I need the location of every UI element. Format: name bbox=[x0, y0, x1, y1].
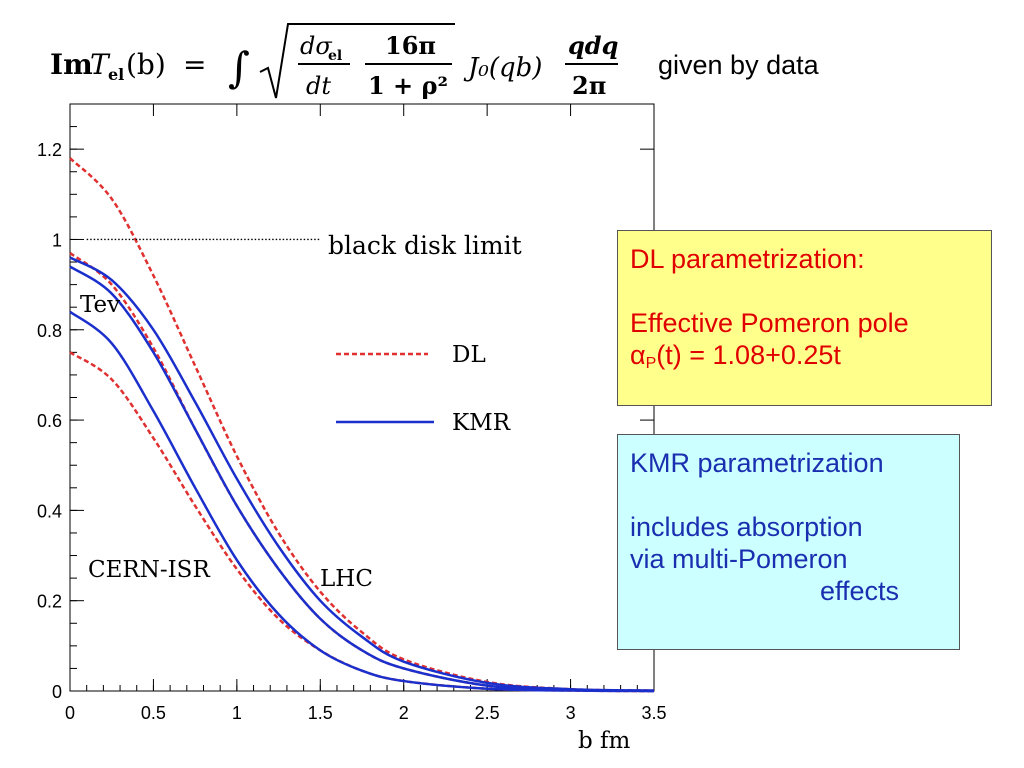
formula-integral: ∫ bbox=[228, 43, 250, 92]
series-layer bbox=[69, 157, 655, 693]
kmr-box-line4: effects bbox=[820, 576, 900, 606]
formula-note: given by data bbox=[658, 50, 819, 80]
label-cern-isr: CERN-ISR bbox=[88, 557, 210, 583]
kmr-box-title: KMR parametrization bbox=[630, 448, 884, 478]
x-tick-label: 2.5 bbox=[475, 703, 500, 723]
frac2-num: 16π bbox=[385, 31, 436, 60]
alpha-symbol: α bbox=[630, 340, 646, 370]
x-tick-label: 1.5 bbox=[308, 703, 333, 723]
y-tick-label: 0.6 bbox=[37, 411, 62, 431]
x-tick-label: 3.5 bbox=[641, 703, 666, 723]
dl-formula-rest: (t) = 1.08+0.25t bbox=[656, 340, 841, 370]
y-tick-label: 0.2 bbox=[37, 592, 62, 612]
frac2-den: 1 + ρ² bbox=[368, 71, 448, 100]
frac1-num-sub: el bbox=[328, 48, 342, 64]
series-dl-cern-isr bbox=[69, 351, 655, 693]
formula-equals: = bbox=[183, 48, 206, 81]
x-tick-label: 1 bbox=[232, 703, 242, 723]
y-tick-label: 1 bbox=[52, 230, 62, 250]
dl-parametrization-box: DL parametrization: Effective Pomeron po… bbox=[617, 230, 992, 406]
black-disk-reference: black disk limit bbox=[86, 231, 522, 260]
formula: Im T el (b) = ∫ dσ el dt 16π 1 + ρ² J₀(q… bbox=[50, 23, 618, 100]
x-tick-label: 2 bbox=[399, 703, 409, 723]
legend-kmr-label: KMR bbox=[452, 410, 511, 436]
formula-t-sub: el bbox=[108, 65, 124, 84]
label-tev: Tev bbox=[80, 292, 120, 318]
axes: 0 0.5 1 1.5 2 2.5 3 3.5 0 0.2 0.4 0.6 0.8 1 1.2 bbox=[37, 103, 667, 723]
frac3-den: 2π bbox=[572, 71, 606, 100]
formula-im: Im bbox=[50, 48, 93, 81]
dl-box-title: DL parametrization: bbox=[630, 244, 865, 274]
y-tick-label: 0.8 bbox=[37, 321, 62, 341]
kmr-parametrization-box: KMR parametrization includes absorption … bbox=[617, 434, 960, 650]
series-kmr-lhc bbox=[69, 256, 655, 692]
dl-box-formula: αP(t) = 1.08+0.25t bbox=[630, 339, 979, 380]
formula-arg: (b) bbox=[126, 48, 166, 81]
label-lhc: LHC bbox=[320, 566, 373, 592]
legend-dl-label: DL bbox=[452, 342, 486, 368]
series-kmr-tev bbox=[69, 265, 655, 693]
y-tick-label: 0 bbox=[52, 682, 62, 702]
formula-t: T bbox=[90, 48, 111, 81]
legend: DL KMR bbox=[336, 342, 511, 436]
y-tick-label: 1.2 bbox=[37, 140, 62, 160]
frac1-den: dt bbox=[306, 72, 331, 100]
frac1-num: dσ bbox=[300, 32, 332, 60]
frac3-num: qdq bbox=[568, 31, 618, 60]
series-dl-lhc bbox=[69, 157, 655, 692]
kmr-box-line2: includes absorption bbox=[630, 512, 863, 542]
plot-frame bbox=[69, 103, 655, 692]
kmr-box-line3: via multi-Pomeron bbox=[630, 544, 848, 574]
formula-bessel: J₀(qb) bbox=[463, 53, 542, 83]
alpha-subscript: P bbox=[645, 355, 657, 372]
series-dl-tev bbox=[69, 251, 655, 693]
y-tick-label: 0.4 bbox=[37, 501, 62, 521]
x-axis-label: b fm bbox=[578, 728, 631, 754]
black-disk-label: black disk limit bbox=[328, 231, 522, 260]
x-tick-label: 0.5 bbox=[141, 703, 166, 723]
series-kmr-cern-isr bbox=[69, 310, 655, 693]
dl-box-line2: Effective Pomeron pole bbox=[630, 308, 909, 338]
sqrt-sign bbox=[259, 23, 455, 99]
x-tick-label: 3 bbox=[566, 703, 576, 723]
x-tick-label: 0 bbox=[65, 703, 75, 723]
